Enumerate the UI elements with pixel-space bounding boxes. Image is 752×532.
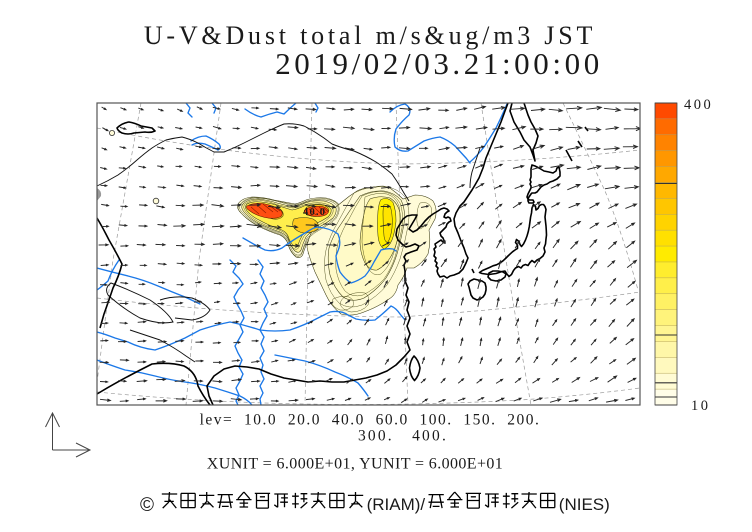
svg-text:400: 400 [684,97,713,113]
svg-text:U-V&Dust total m/s&ug/m3 JST: U-V&Dust total m/s&ug/m3 JST [144,21,596,50]
svg-text:©: © [140,495,154,516]
svg-text:XUNIT = 6.000E+01, YUNIT = 6.0: XUNIT = 6.000E+01, YUNIT = 6.000E+01 [207,456,503,473]
svg-text:10: 10 [691,398,711,414]
svg-text:(RIAM)/: (RIAM)/ [367,495,426,514]
svg-text:300. 400.: 300. 400. [358,428,448,445]
svg-text:lev= 10.0 20.0 40.0 60.0: lev= 10.0 20.0 40.0 60.0 100. 150. 200. [200,412,541,429]
svg-text:(NIES): (NIES) [559,495,610,514]
svg-text:40.0: 40.0 [303,207,326,218]
svg-text:2019/02/03.21:00:00: 2019/02/03.21:00:00 [275,46,603,81]
